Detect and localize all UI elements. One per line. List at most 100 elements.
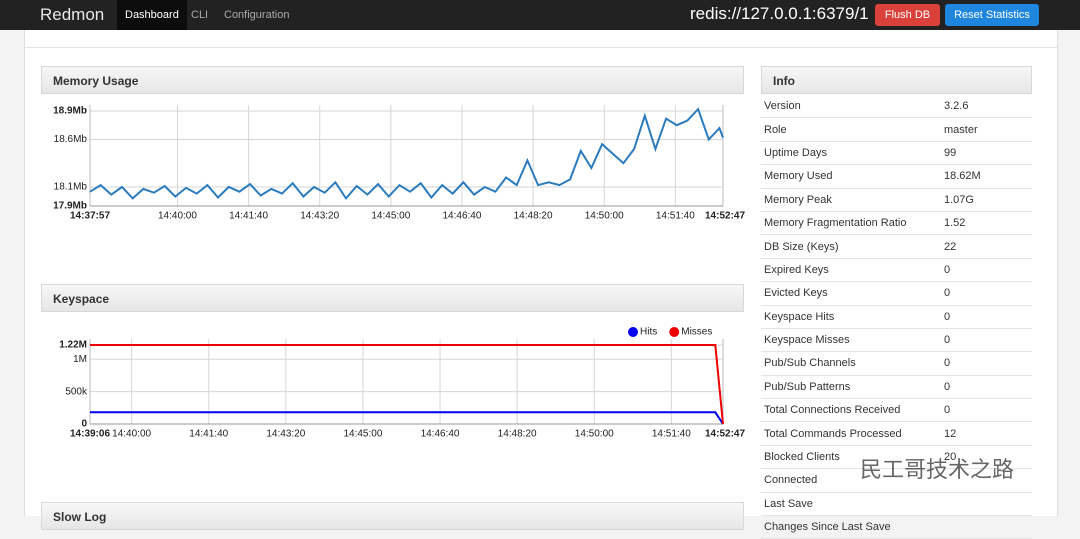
info-label: Evicted Keys: [761, 281, 941, 306]
info-row: Memory Fragmentation Ratio 1.52: [761, 211, 1032, 236]
info-row: Uptime Days 99: [761, 141, 1032, 166]
info-row: Keyspace Hits 0: [761, 305, 1032, 329]
legend-label: Hits: [640, 327, 657, 338]
x-tick-label: 14:50:00: [585, 211, 624, 222]
info-value: 1.52: [941, 211, 1032, 236]
info-label: Role: [761, 117, 941, 142]
x-tick-label: 14:43:20: [266, 429, 305, 440]
info-label: Memory Fragmentation Ratio: [761, 211, 941, 236]
x-tick-label: 14:50:00: [575, 429, 614, 440]
legend-swatch: [669, 327, 680, 337]
info-row: Pub/Sub Channels 0: [761, 351, 1032, 376]
y-tick-label: 1.22M: [59, 340, 87, 351]
info-value: 22: [941, 234, 1032, 259]
y-tick-label: 1M: [73, 354, 87, 365]
info-label: DB Size (Keys): [761, 234, 941, 259]
x-tick-label: 14:40:00: [112, 429, 151, 440]
reset-button[interactable]: Reset Statistics: [945, 4, 1039, 26]
info-value: 3.2.6: [941, 95, 1032, 119]
info-value: 0: [941, 398, 1032, 423]
y-tick-label: 0: [81, 419, 87, 430]
x-tick-label: 14:46:40: [421, 429, 460, 440]
legend-swatch: [628, 327, 638, 337]
panel-title: Keyspace: [41, 284, 744, 312]
info-label: Keyspace Misses: [761, 328, 941, 353]
info-row: Version 3.2.6: [761, 95, 1032, 119]
info-row: Changes Since Last Save: [761, 515, 1032, 539]
legend-label: Misses: [681, 327, 712, 338]
y-tick-label: 18.6Mb: [54, 134, 88, 145]
x-tick-label: 14:48:20: [498, 429, 537, 440]
info-value: 12: [941, 421, 1032, 446]
info-label: Changes Since Last Save: [761, 515, 1032, 539]
info-label: Blocked Clients: [761, 445, 941, 470]
panel-title: Memory Usage: [41, 66, 744, 94]
x-tick-label: 14:52:47: [705, 429, 745, 440]
tab[interactable]: Configuration: [224, 9, 290, 21]
info-row: Expired Keys 0: [761, 258, 1032, 283]
panel-title: Info: [761, 66, 1032, 94]
x-tick-label: 14:40:00: [158, 211, 197, 222]
info-label: Pub/Sub Patterns: [761, 375, 941, 400]
x-tick-label: 14:51:40: [652, 429, 691, 440]
navbar: Redmon Dashboard CLI Configuration redis…: [0, 0, 1080, 30]
separator: [24, 47, 1057, 48]
x-tick-label: 14:45:00: [343, 429, 382, 440]
info-row: Pub/Sub Patterns 0: [761, 375, 1032, 400]
tab[interactable]: CLI: [191, 9, 209, 21]
info-label: Connected: [761, 468, 1032, 493]
info-row: Total Commands Processed 12: [761, 421, 1032, 446]
info-row: Connected: [761, 468, 1032, 493]
charts: 18.9Mb 18.6Mb 18.1Mb 17.9Mb 14:40:00 14:41:40…: [53, 105, 745, 440]
info-label: Total Commands Processed: [761, 421, 941, 446]
x-tick-label: 14:51:40: [656, 211, 695, 222]
info-table: Version 3.2.6 Role master Uptime Days 99 Memor…: [761, 95, 1032, 539]
watermark: 民工哥技术之路: [860, 457, 1015, 482]
info-value: 1.07G: [941, 188, 1032, 212]
info-label: Memory Used: [761, 164, 941, 189]
y-tick-label: 17.9Mb: [53, 201, 87, 212]
info-label: Last Save: [761, 492, 1032, 517]
info-value: 99: [941, 141, 1032, 166]
info-value: 0: [941, 328, 1032, 353]
x-tick-label: 14:41:40: [229, 211, 268, 222]
series-line: [90, 344, 724, 425]
x-tick-label: 14:39:06: [70, 429, 110, 440]
info-label: Memory Peak: [761, 188, 941, 212]
flush-button[interactable]: Flush DB: [875, 4, 940, 26]
info-row: DB Size (Keys) 22: [761, 234, 1032, 259]
info-row: Memory Peak 1.07G: [761, 188, 1032, 212]
info-value: 0: [941, 375, 1032, 400]
x-tick-label: 14:52:47: [705, 211, 745, 222]
x-tick-label: 14:43:20: [300, 211, 339, 222]
x-tick-label: 14:37:57: [70, 211, 110, 222]
info-label: Version: [761, 95, 941, 119]
info-row: Evicted Keys 0: [761, 281, 1032, 306]
info-label: Total Connections Received: [761, 398, 941, 423]
x-tick-label: 14:48:20: [514, 211, 553, 222]
y-tick-label: 500k: [65, 386, 88, 397]
x-tick-label: 14:46:40: [443, 211, 482, 222]
info-value: master: [941, 117, 1032, 142]
info-row: Role master: [761, 117, 1032, 142]
info-label: Uptime Days: [761, 141, 941, 166]
info-value: 0: [941, 281, 1032, 306]
x-tick-label: 14:41:40: [189, 429, 228, 440]
info-row: Memory Used 18.62M: [761, 164, 1032, 189]
y-tick-label: 18.1Mb: [54, 182, 88, 193]
info-row: Blocked Clients 20: [761, 445, 1032, 470]
info-label: Keyspace Hits: [761, 305, 941, 329]
brand[interactable]: Redmon: [40, 5, 105, 24]
y-tick-label: 18.9Mb: [53, 106, 87, 117]
info-row: Keyspace Misses 0: [761, 328, 1032, 353]
info-value: 0: [941, 258, 1032, 283]
info-label: Expired Keys: [761, 258, 941, 283]
tab[interactable]: Dashboard: [117, 0, 187, 30]
info-value: 0: [941, 351, 1032, 376]
info-row: Total Connections Received 0: [761, 398, 1032, 423]
info-value: 18.62M: [941, 164, 1032, 189]
info-row: Last Save: [761, 492, 1032, 517]
series-line: [89, 107, 724, 201]
server-address: redis://127.0.0.1:6379/1: [690, 4, 869, 23]
